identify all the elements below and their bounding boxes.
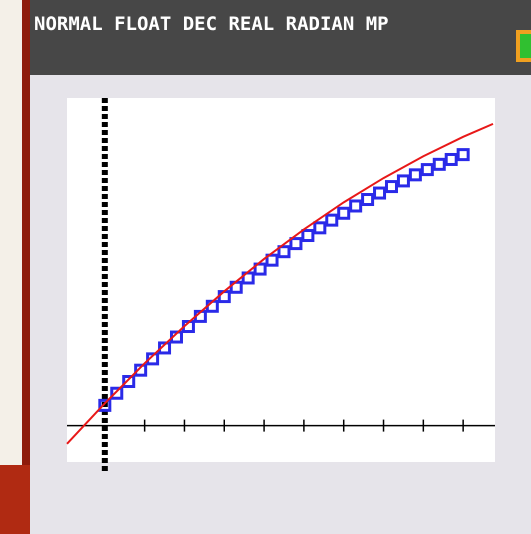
slide-border [22, 0, 30, 465]
slide-border [0, 465, 30, 534]
battery-level [520, 34, 531, 58]
slide-edge [0, 0, 22, 465]
status-text: NORMAL FLOAT DEC REAL RADIAN MP [34, 13, 389, 35]
status-bar [30, 0, 531, 75]
calculator-screen: NORMAL FLOAT DEC REAL RADIAN MP [0, 0, 531, 534]
